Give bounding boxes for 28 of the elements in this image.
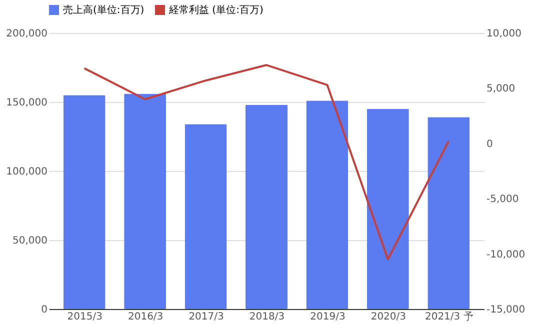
x-tick-label: 2018/3	[249, 312, 285, 322]
bar	[246, 104, 288, 309]
y-tick-label: 50,000	[12, 236, 48, 246]
bar	[306, 100, 348, 309]
line-series	[83, 64, 450, 260]
x-tick-label: 2015/3	[67, 312, 102, 322]
legend-label: 売上高(単位:百万)	[63, 4, 144, 16]
y-tick-label: 150,000	[6, 98, 48, 108]
y2-tick-label: 10,000	[486, 28, 522, 40]
y2-tick-label: -10,000	[486, 249, 526, 260]
x-tick-label: 2016/3	[128, 312, 164, 322]
y-tick-label: 0	[41, 304, 48, 316]
bar	[366, 108, 409, 309]
x-tick-label: 2021/3 予	[424, 312, 474, 322]
bar	[184, 124, 227, 309]
x-tick-label: 2020/3	[370, 312, 406, 322]
y2-tick-label: 5,000	[486, 84, 516, 95]
x-tick-label: 2019/3	[310, 312, 346, 322]
y2-tick-label: -5,000	[486, 194, 519, 206]
y2-tick-label: 0	[486, 138, 493, 150]
y-tick-label: 200,000	[6, 28, 48, 40]
legend-label: 経常利益 (単位:百万)	[168, 4, 264, 16]
bar	[428, 117, 470, 309]
bar	[124, 94, 166, 309]
y-tick-label: 100,000	[6, 166, 48, 178]
x-tick-label: 2017/3	[188, 312, 224, 322]
y2-tick-label: -15,000	[486, 304, 526, 316]
bar	[63, 95, 106, 309]
